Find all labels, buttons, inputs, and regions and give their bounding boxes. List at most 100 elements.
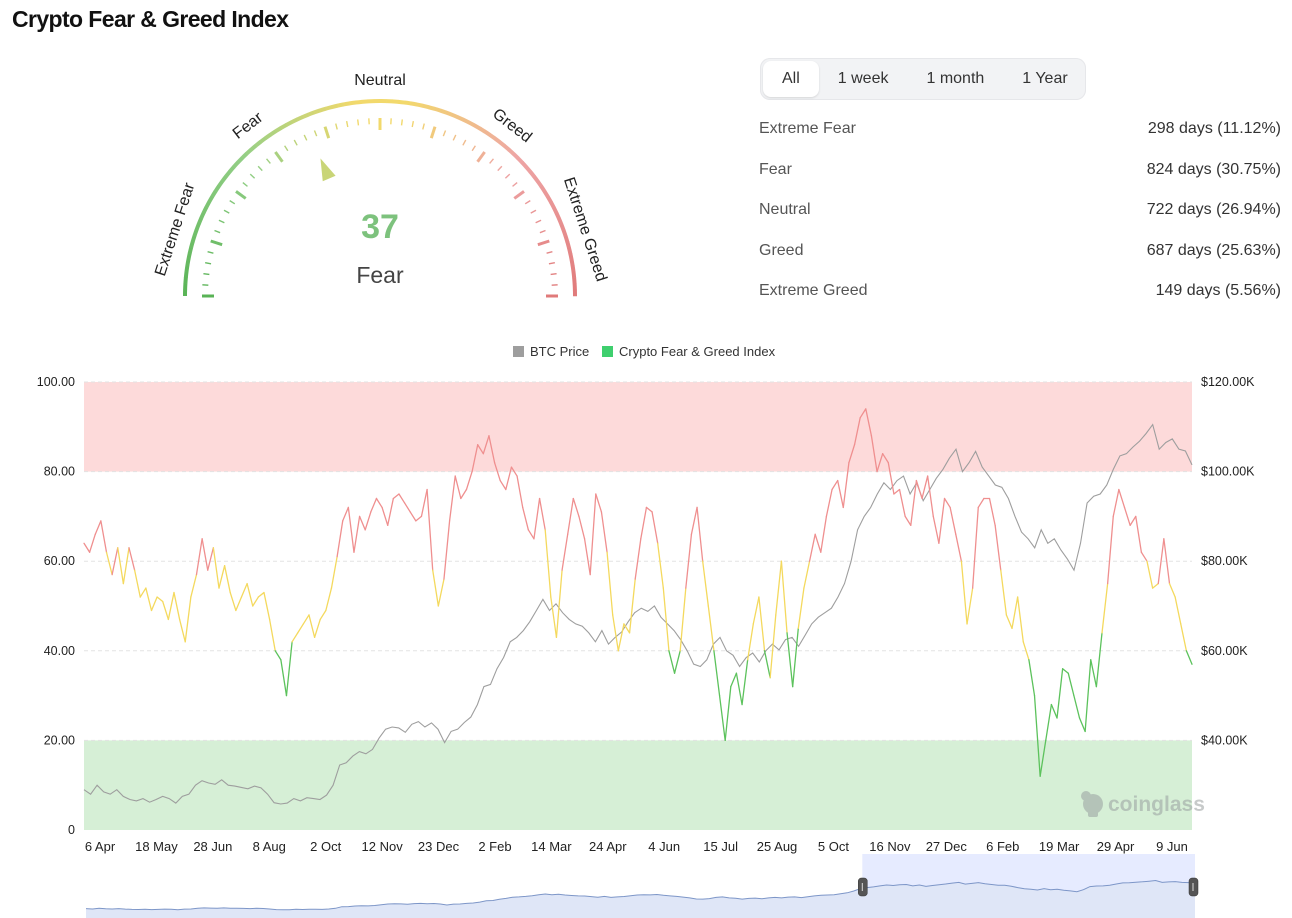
gauge-minor-tick <box>530 209 537 214</box>
fear-greed-segment <box>173 591 181 621</box>
fear-greed-segment <box>105 551 113 576</box>
fear-greed-segment <box>223 565 231 594</box>
fear-greed-segment <box>966 587 974 625</box>
fear-greed-segment <box>758 596 766 652</box>
fear-greed-segment <box>555 569 563 639</box>
fear-greed-segment <box>100 520 108 553</box>
gauge-arc-segment <box>183 271 189 278</box>
x-tick-label: 6 Feb <box>986 839 1019 854</box>
fear-greed-segment <box>313 618 321 639</box>
range-navigator[interactable] <box>85 854 1199 918</box>
fear-greed-segment <box>859 408 867 419</box>
gauge-arc-segment <box>220 175 228 183</box>
gauge-arc-segment <box>493 136 501 144</box>
fear-greed-segment <box>280 659 288 697</box>
gauge-arc-segment <box>210 190 218 198</box>
gauge-arc-segment <box>199 211 206 220</box>
fear-greed-segment <box>617 623 625 652</box>
gauge-label-extreme-fear: Extreme Fear <box>152 180 198 278</box>
fear-greed-segment <box>572 497 580 518</box>
fear-greed-segment <box>786 632 794 688</box>
fear-greed-segment <box>493 461 501 482</box>
gauge-minor-tick <box>205 261 212 265</box>
gauge-arc-segment <box>245 148 253 156</box>
gauge-arc-segment <box>520 161 528 169</box>
fear-greed-segment <box>882 453 889 464</box>
fear-greed-segment <box>83 542 91 553</box>
fear-greed-segment <box>1073 694 1081 719</box>
tab-all[interactable]: All <box>763 61 819 97</box>
gauge-arc-segment <box>404 100 412 106</box>
y-left-tick-label: 100.00 <box>37 375 75 389</box>
x-tick-label: 27 Dec <box>926 839 968 854</box>
fear-greed-segment <box>1022 641 1030 661</box>
fear-greed-segment <box>162 600 170 621</box>
gauge-arc-segment <box>274 126 283 134</box>
gauge-arc-segment <box>192 228 199 237</box>
fear-greed-segment <box>848 444 856 464</box>
fear-greed-segment <box>657 542 664 589</box>
fear-greed-segment <box>567 497 574 535</box>
gauge-arc-segment <box>439 108 448 115</box>
fear-greed-segment <box>831 479 839 491</box>
legend-label-fear-greed-index[interactable]: Crypto Fear & Greed Index <box>619 344 776 359</box>
fear-greed-segment <box>117 547 125 585</box>
fear-greed-segment <box>544 529 552 598</box>
coinglass-watermark: coinglass <box>1081 791 1205 817</box>
fear-greed-segment <box>1112 488 1120 518</box>
gauge-arc-segment <box>307 110 315 117</box>
stat-label: Extreme Greed <box>759 282 868 299</box>
gauge-arc-segment <box>528 170 536 178</box>
gauge-arc-segment <box>524 165 532 174</box>
gauge-minor-tick <box>229 200 236 205</box>
fear-greed-segment <box>358 515 366 531</box>
fear-greed-segment <box>353 515 361 553</box>
fear-greed-segment <box>1050 703 1058 719</box>
legend-swatch-fear-greed-index[interactable] <box>602 346 613 357</box>
tab-1-year[interactable]: 1 Year <box>1022 70 1068 87</box>
fear-greed-segment <box>347 506 355 553</box>
fear-greed-segment <box>994 524 1002 571</box>
fear-greed-segment <box>842 461 850 509</box>
tab-1-week[interactable]: 1 week <box>837 70 889 87</box>
fear-greed-segment <box>522 506 529 531</box>
gauge-major-tick <box>235 190 247 200</box>
chart-svg: BTC Price Crypto Fear & Greed Index coin… <box>37 344 1255 918</box>
gauge-arcs <box>183 99 578 297</box>
fear-greed-segment <box>184 596 192 643</box>
tab-1-month[interactable]: 1 month <box>926 70 985 87</box>
fear-greed-segment <box>1106 515 1114 585</box>
fear-greed-segment <box>910 479 918 527</box>
gauge-arc-segment <box>285 120 293 127</box>
gauge-minor-tick <box>207 251 214 254</box>
gauge-label-neutral: Neutral <box>354 72 406 89</box>
gauge-minor-tick <box>249 173 256 179</box>
stat-value: 149 days (5.56%) <box>1155 282 1281 299</box>
gauge-arc-segment <box>570 265 576 273</box>
fear-greed-segment <box>645 506 653 513</box>
legend-swatch-btc-price[interactable] <box>513 346 524 357</box>
y-right-tick-label: $60.00K <box>1201 644 1248 658</box>
fear-greed-segment <box>808 533 816 562</box>
gauge-arc-segment <box>456 115 465 122</box>
fear-greed-segment <box>595 493 603 513</box>
y-right-tick-label: $40.00K <box>1201 733 1248 747</box>
fear-greed-segment <box>1151 582 1159 589</box>
gauge-arc-segment <box>478 126 486 134</box>
fear-greed-segment <box>178 618 186 643</box>
fear-greed-segment <box>1084 659 1092 733</box>
gauge-minor-tick <box>512 181 518 187</box>
fear-greed-segment <box>1180 623 1188 652</box>
stat-row-neutral: Neutral 722 days (26.94%) <box>759 190 1281 231</box>
gauge-arc-segment <box>196 217 203 225</box>
fear-greed-segment <box>257 591 265 598</box>
navigator-area <box>86 880 1195 918</box>
legend-label-btc-price[interactable]: BTC Price <box>530 344 589 359</box>
gauge-label-extreme-greed: Extreme Greed <box>560 175 610 283</box>
fear-greed-segment <box>454 475 462 500</box>
y-left-tick-label: 80.00 <box>44 465 75 479</box>
gauge-minor-tick <box>524 200 531 205</box>
gauge-arc-segment <box>410 101 418 107</box>
fear-greed-segment <box>775 560 783 616</box>
fear-greed-segment <box>1163 538 1171 585</box>
